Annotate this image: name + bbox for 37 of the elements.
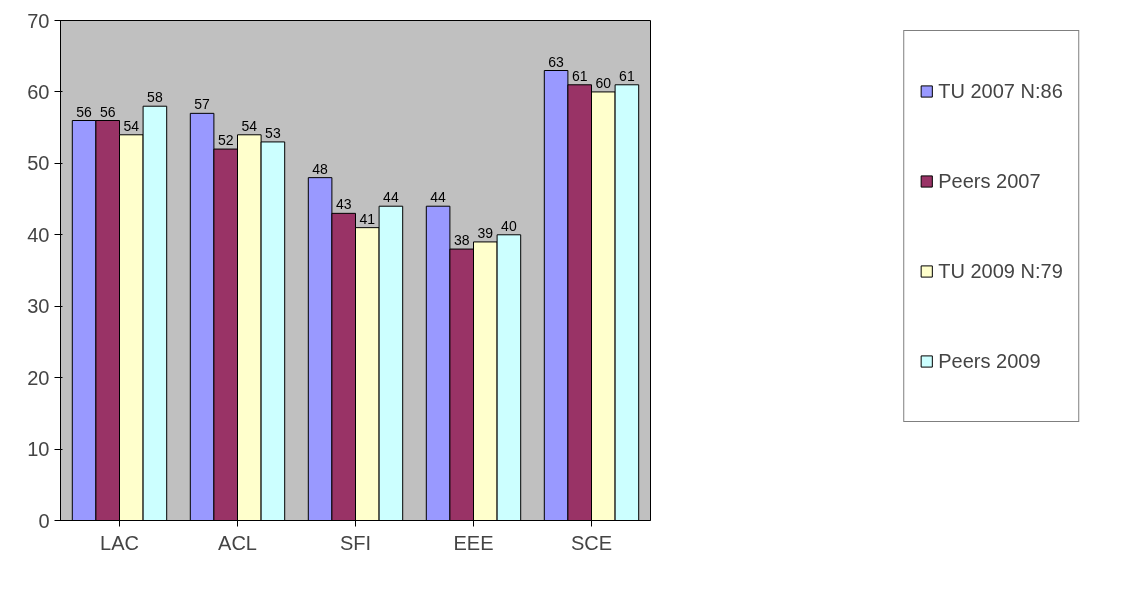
data-label: 56 — [99, 103, 116, 120]
y-tick-label: 40 — [27, 223, 50, 246]
y-tick-label: 50 — [27, 152, 50, 175]
data-label: 57 — [194, 96, 211, 113]
data-label: 39 — [477, 224, 494, 241]
x-tick-label: SFI — [339, 531, 372, 554]
data-label: 44 — [383, 189, 399, 206]
legend-label: TU 2007 N:86 — [938, 78, 1063, 104]
data-label: 43 — [335, 196, 352, 213]
y-tick-label: 10 — [27, 438, 50, 461]
legend-label: Peers 2007 — [938, 168, 1041, 194]
data-label: 54 — [123, 117, 140, 134]
data-label: 58 — [147, 89, 163, 106]
x-tick-label: SCE — [570, 531, 613, 554]
x-tick-label: LAC — [100, 531, 139, 554]
data-label: 53 — [265, 124, 281, 141]
data-label: 60 — [595, 74, 612, 91]
data-label: 56 — [76, 103, 93, 120]
y-tick-label: 70 — [27, 9, 50, 32]
data-label: 40 — [501, 217, 517, 234]
data-label: 44 — [430, 189, 447, 206]
y-tick-label: 30 — [27, 295, 50, 318]
y-tick-label: 60 — [27, 80, 50, 103]
data-label: 61 — [571, 67, 588, 84]
x-tick-label: EEE — [453, 531, 494, 554]
data-label: 54 — [241, 117, 258, 134]
data-label: 38 — [453, 232, 470, 249]
data-label: 52 — [217, 132, 234, 149]
data-label: 61 — [619, 67, 635, 84]
x-tick-label: ACL — [218, 531, 257, 554]
legend-label: TU 2009 N:79 — [938, 258, 1063, 284]
y-tick-label: 0 — [38, 509, 50, 532]
data-label: 48 — [312, 160, 329, 177]
legend-label: Peers 2009 — [938, 348, 1041, 374]
data-label: 41 — [359, 210, 376, 227]
y-tick-label: 20 — [27, 366, 50, 389]
data-label: 63 — [548, 53, 565, 70]
